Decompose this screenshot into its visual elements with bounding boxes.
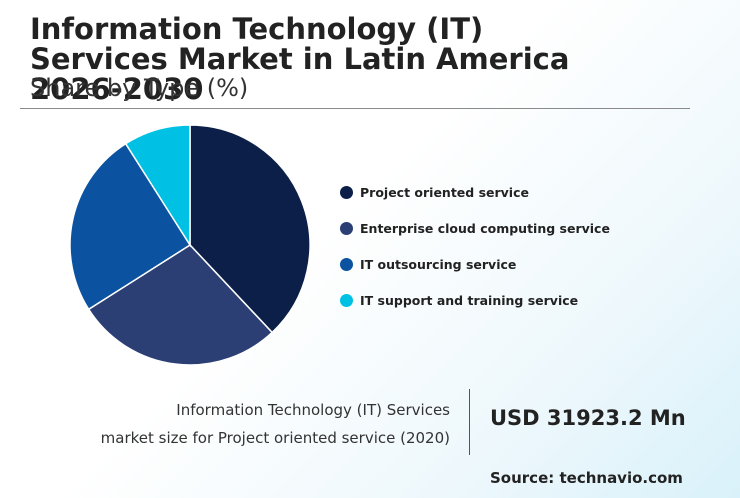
legend-item: IT support and training service [340, 282, 610, 318]
legend-swatch [340, 221, 353, 235]
pie-slice-it-support-and-training-service [124, 124, 191, 248]
pie-slices [69, 124, 311, 366]
legend-swatch [340, 257, 353, 271]
legend-label: Enterprise cloud computing service [360, 220, 610, 236]
legend-item: Project oriented service [340, 174, 610, 210]
legend-swatch [340, 185, 353, 199]
legend-item: Enterprise cloud computing service [340, 210, 610, 246]
legend-label: Project oriented service [360, 184, 529, 200]
stat-description-line1: Information Technology (IT) Services [176, 401, 450, 419]
stat-description: Information Technology (IT) Services mar… [30, 396, 450, 452]
stat-divider [469, 389, 470, 455]
header-divider [20, 108, 690, 109]
chart-legend: Project oriented service Enterprise cloud… [340, 174, 610, 318]
pie-slice-project-oriented-service [189, 124, 311, 334]
stat-value: USD 31923.2 Mn [490, 406, 686, 430]
chart-title: Information Technology (IT) Services Mar… [30, 12, 570, 106]
legend-item: IT outsourcing service [340, 246, 610, 282]
pie-slice-enterprise-cloud-computing-service [87, 244, 274, 366]
legend-swatch [340, 293, 353, 307]
source-label: Source: technavio.com [490, 469, 683, 487]
pie-slice-it-outsourcing-service [69, 142, 192, 311]
chart-subtitle: Share by Type (%) [30, 74, 249, 102]
legend-label: IT support and training service [360, 292, 579, 308]
legend-label: IT outsourcing service [360, 256, 517, 272]
stat-description-line2: market size for Project oriented service… [100, 429, 450, 447]
